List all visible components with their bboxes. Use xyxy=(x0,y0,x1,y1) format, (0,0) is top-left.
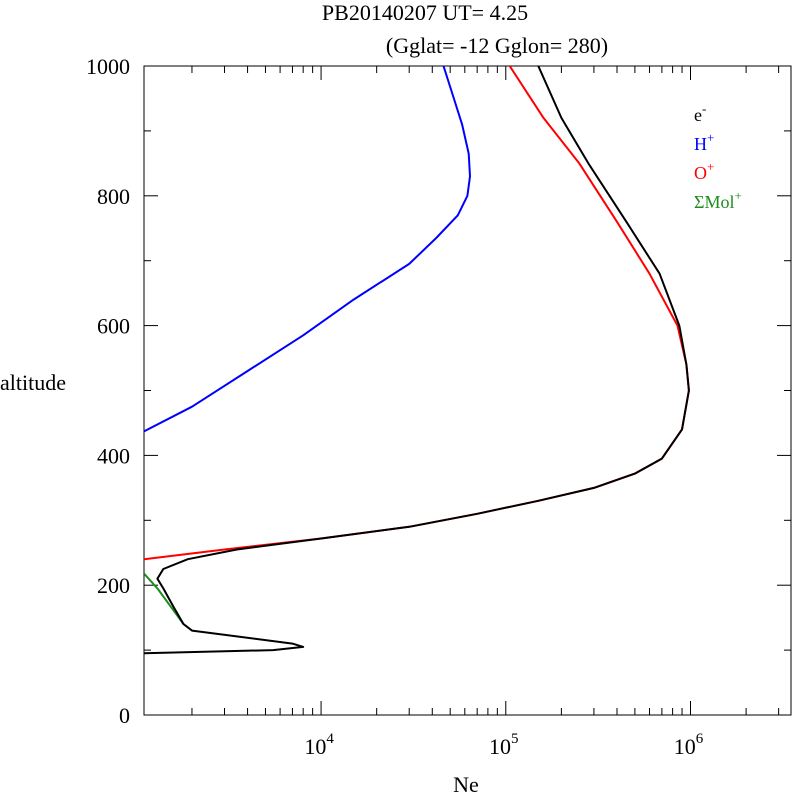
y-tick-label: 400 xyxy=(97,443,130,468)
series-line-h xyxy=(144,66,471,433)
series-line-o xyxy=(144,66,690,561)
y-tick-label: 0 xyxy=(119,703,130,728)
legend-entry: O+ xyxy=(694,159,714,183)
series-line-e xyxy=(144,66,690,655)
plot-area xyxy=(144,66,690,655)
chart-title: PB20140207 UT= 4.25 xyxy=(322,0,528,25)
y-tick-label: 1000 xyxy=(86,54,130,79)
legend-entry: e- xyxy=(694,101,706,125)
legend: e- H+ O+ ΣMol+ xyxy=(694,101,742,212)
x-axis-label: Ne xyxy=(453,772,479,796)
y-tick-label: 600 xyxy=(97,314,130,339)
x-tick-label: 104 xyxy=(304,731,334,759)
legend-entry: H+ xyxy=(694,130,714,154)
y-tick-label: 200 xyxy=(97,573,130,598)
y-axis-label: altitude xyxy=(0,370,66,395)
legend-entry: ΣMol+ xyxy=(694,188,742,212)
y-tick-labels: 0 200 400 600 800 1000 xyxy=(86,54,130,728)
x-tick-labels: 104 105 106 xyxy=(304,731,703,759)
axis-ticks xyxy=(144,65,791,716)
series-line-mol xyxy=(144,572,185,625)
chart-subtitle: (Gglat= -12 Gglon= 280) xyxy=(386,33,608,58)
y-tick-label: 800 xyxy=(97,184,130,209)
x-tick-label: 105 xyxy=(489,731,519,759)
x-tick-label: 106 xyxy=(674,731,704,759)
